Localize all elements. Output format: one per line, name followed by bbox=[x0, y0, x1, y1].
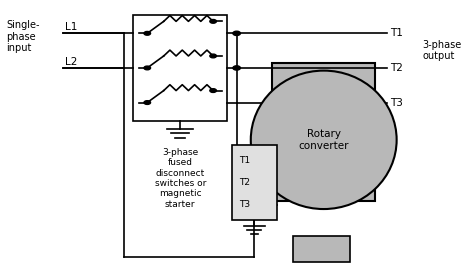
Text: Rotary
converter: Rotary converter bbox=[299, 129, 349, 151]
Text: L1: L1 bbox=[65, 22, 77, 32]
Text: T1: T1 bbox=[390, 28, 402, 38]
Circle shape bbox=[210, 89, 217, 93]
Text: L2: L2 bbox=[65, 56, 77, 67]
Text: Single-
phase
input: Single- phase input bbox=[6, 20, 40, 53]
Circle shape bbox=[210, 19, 217, 23]
Circle shape bbox=[144, 66, 151, 70]
Bar bbox=[293, 236, 350, 262]
Text: T3: T3 bbox=[390, 98, 402, 108]
Circle shape bbox=[144, 31, 151, 35]
Text: 3-phase
fused
disconnect
switches or
magnetic
starter: 3-phase fused disconnect switches or mag… bbox=[155, 148, 206, 209]
Bar bbox=[272, 63, 375, 201]
Circle shape bbox=[233, 31, 240, 36]
Bar bbox=[133, 15, 227, 121]
Text: 3-phase
output: 3-phase output bbox=[422, 40, 462, 61]
Text: T2: T2 bbox=[390, 63, 402, 73]
Text: T3: T3 bbox=[239, 200, 250, 209]
Bar bbox=[232, 145, 277, 220]
Circle shape bbox=[233, 66, 240, 70]
Ellipse shape bbox=[251, 70, 397, 209]
Circle shape bbox=[144, 101, 151, 104]
Circle shape bbox=[210, 54, 217, 58]
Text: T2: T2 bbox=[239, 178, 250, 187]
Text: T1: T1 bbox=[239, 155, 250, 165]
